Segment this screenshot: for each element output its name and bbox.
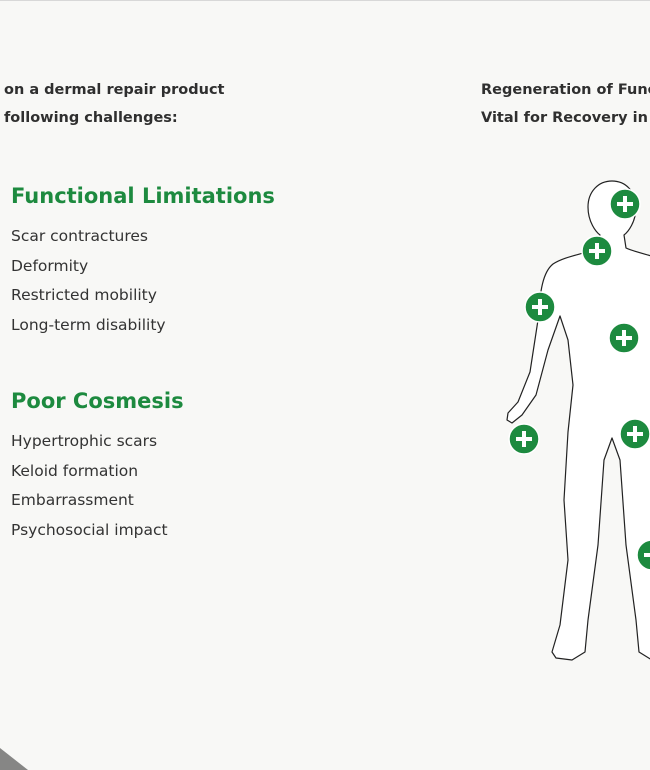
section-item: Scar contractures bbox=[11, 227, 149, 245]
plus-marker bbox=[619, 418, 650, 450]
intro-line: on a dermal repair product bbox=[4, 82, 225, 98]
intro-line: following challenges: bbox=[4, 110, 178, 126]
plus-marker bbox=[508, 423, 540, 455]
section-title: Functional Limitations bbox=[11, 184, 275, 208]
plus-markers bbox=[508, 188, 650, 571]
plus-marker bbox=[636, 539, 650, 571]
plus-marker bbox=[608, 322, 640, 354]
plus-marker bbox=[609, 188, 641, 220]
section-item: Keloid formation bbox=[11, 461, 139, 480]
section-item: Deformity bbox=[11, 256, 89, 275]
section-item: Restricted mobility bbox=[11, 286, 157, 304]
section-item: Hypertrophic scars bbox=[11, 432, 158, 450]
section-title: Poor Cosmesis bbox=[11, 389, 184, 413]
section-item: Embarrassment bbox=[11, 491, 134, 509]
section-item: Long-term disability bbox=[11, 315, 166, 334]
figure-heading: Regeneration of Functi bbox=[481, 82, 650, 98]
corner-decoration bbox=[0, 748, 28, 770]
section-item: Psychosocial impact bbox=[11, 520, 168, 539]
figure-heading: Vital for Recovery in Bu bbox=[481, 110, 650, 126]
top-border bbox=[0, 0, 650, 1]
plus-marker bbox=[581, 235, 613, 267]
plus-marker bbox=[524, 291, 556, 323]
